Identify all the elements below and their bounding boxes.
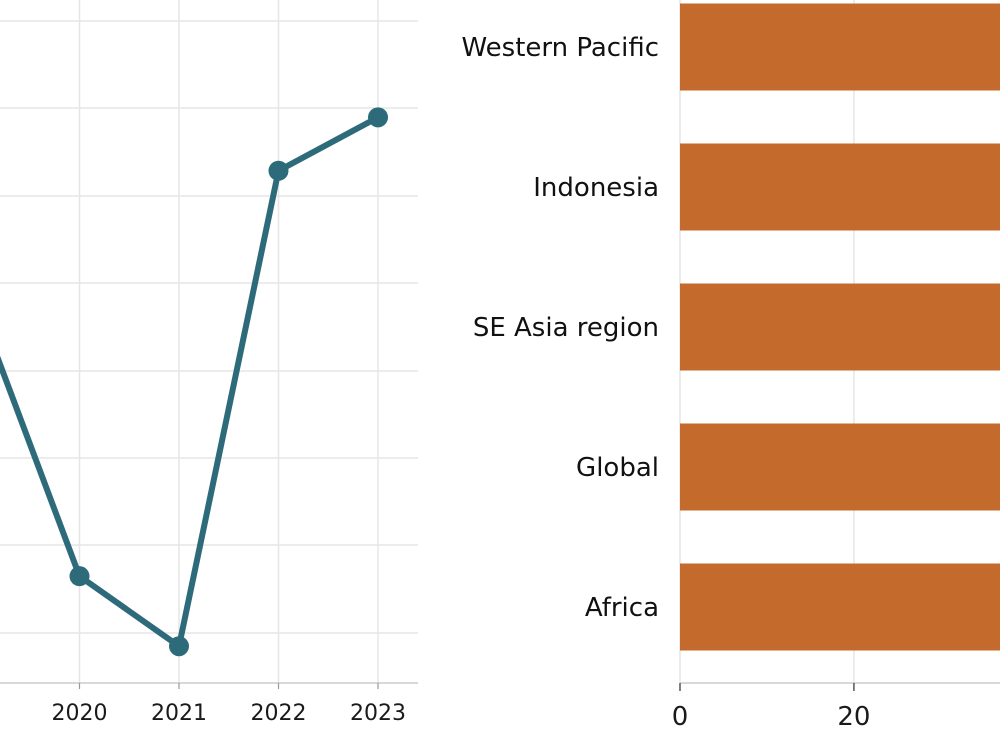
line-chart-x-tick-label: 2022 xyxy=(251,701,307,726)
bar-chart-panel: Western Pacific Indonesia SE Asia region Gl… xyxy=(461,0,1000,732)
bar-category-label: Global xyxy=(576,453,659,483)
line-chart-panel: 192020202120222023 xyxy=(0,0,418,726)
bar-category-label: Indonesia xyxy=(533,173,659,203)
bar-chart-x-tick-label: 0 xyxy=(672,702,689,732)
bar-category-label: SE Asia region xyxy=(473,313,659,343)
bar xyxy=(680,563,1000,651)
bar xyxy=(680,423,1000,511)
line-point xyxy=(69,566,90,587)
bar xyxy=(680,3,1000,91)
line-chart-x-tick-label: 2021 xyxy=(151,701,207,726)
bar xyxy=(680,283,1000,371)
line-chart-x-tick-label: 2020 xyxy=(52,701,108,726)
bar-chart-x-tick-label: 20 xyxy=(837,702,870,732)
line-chart-x-tick-label: 2023 xyxy=(350,701,406,726)
bar-category-label: Africa xyxy=(585,593,659,623)
line-point xyxy=(169,636,189,657)
line-point xyxy=(368,107,388,128)
line-point xyxy=(268,160,289,181)
bar-category-label: Western Pacific xyxy=(461,33,659,63)
bar xyxy=(680,143,1000,231)
